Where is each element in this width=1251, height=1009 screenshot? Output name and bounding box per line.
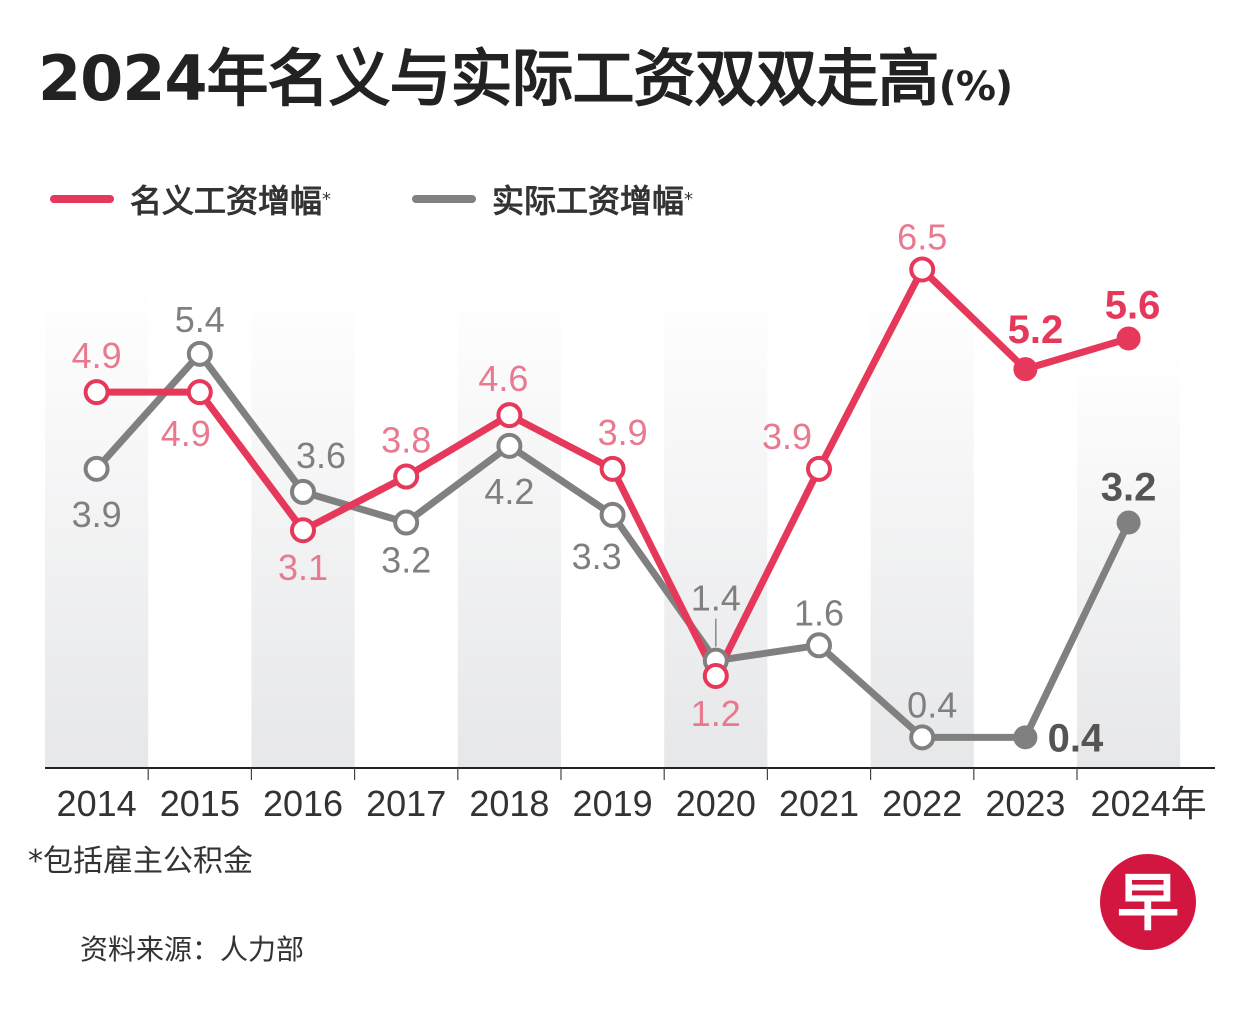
data-point-nominal (806, 455, 832, 482)
data-label-real: 3.2 (381, 540, 431, 581)
x-tick-label: 2024年 (1091, 783, 1207, 824)
x-tick-label: 2017 (366, 783, 446, 824)
legend-label-real: 实际工资增幅 (492, 182, 685, 220)
x-tick-label: 2021 (779, 783, 859, 824)
source-note: 资料来源：人力部 (80, 933, 305, 966)
x-tick-label: 2016 (263, 783, 343, 824)
data-label-nominal: 6.5 (897, 216, 947, 257)
legend-real: 实际工资增幅 * (412, 176, 693, 222)
legend-marker: * (684, 188, 694, 210)
data-point-real (83, 455, 110, 482)
column-band (870, 280, 974, 768)
data-point-nominal (290, 517, 316, 544)
data-point-real (1013, 725, 1038, 750)
data-point-real (290, 478, 316, 505)
data-label-real: 5.4 (175, 299, 225, 340)
data-point-real (393, 509, 420, 536)
data-point-real (496, 432, 523, 459)
title-unit: (%) (938, 64, 1014, 110)
data-label-nominal: 4.9 (161, 413, 211, 454)
data-point-real (599, 501, 626, 528)
data-point-nominal (186, 379, 213, 406)
x-tick-label: 2023 (985, 783, 1065, 824)
title-text: 2024年名义与实际工资双双走高 (38, 42, 940, 115)
x-tick-label: 2019 (573, 783, 653, 824)
data-label-real: 3.3 (572, 536, 622, 577)
data-point-nominal (1013, 357, 1038, 382)
legend-swatch-real (412, 195, 476, 203)
x-tick-label: 2022 (882, 783, 962, 824)
column-band (457, 280, 561, 768)
data-label-real: 1.4 (691, 578, 741, 619)
data-label-nominal: 3.9 (762, 416, 812, 457)
data-point-nominal (393, 463, 420, 490)
footnote: *包括雇主公积金 (28, 844, 253, 879)
data-point-real (1116, 510, 1141, 535)
data-label-nominal: 5.6 (1105, 283, 1161, 327)
data-point-nominal (599, 455, 626, 482)
data-label-nominal: 3.9 (598, 412, 648, 453)
data-label-nominal: 4.9 (72, 335, 122, 376)
data-label-real: 3.2 (1101, 466, 1157, 510)
data-label-nominal: 3.1 (278, 547, 328, 588)
data-label-nominal: 5.2 (1008, 308, 1064, 352)
data-label-nominal: 4.6 (478, 358, 528, 399)
column-band (1077, 350, 1181, 768)
data-point-nominal (83, 379, 110, 406)
legend-marker: * (322, 188, 332, 210)
data-point-nominal (496, 402, 523, 429)
x-tick-label: 2020 (676, 783, 756, 824)
legend-swatch-nominal (50, 195, 114, 203)
logo-glyph: 早 (1117, 869, 1179, 938)
legend-label-nominal: 名义工资增幅 (130, 182, 323, 220)
column-band (45, 280, 149, 768)
data-point-real (806, 632, 832, 659)
data-point-real (909, 724, 936, 751)
x-tick-label: 2015 (160, 783, 240, 824)
data-label-real: 0.4 (1048, 716, 1104, 760)
data-point-nominal (1116, 326, 1141, 351)
data-label-real: 3.6 (296, 435, 346, 476)
data-label-nominal: 1.2 (691, 693, 741, 734)
legend-nominal: 名义工资增幅 * (50, 176, 331, 222)
data-label-real: 3.9 (72, 494, 122, 535)
data-point-real (186, 340, 213, 367)
data-label-real: 0.4 (907, 684, 957, 725)
chart-title: 2024年名义与实际工资双双走高(%) (38, 28, 1014, 118)
data-label-real: 4.2 (484, 471, 534, 512)
data-point-nominal (702, 662, 729, 689)
x-tick-label: 2018 (469, 783, 549, 824)
data-label-real: 1.6 (794, 592, 844, 633)
x-tick-label: 2014 (57, 783, 137, 824)
data-point-nominal (909, 256, 936, 283)
data-label-nominal: 3.8 (381, 420, 431, 461)
zaobao-logo: 早 (1100, 854, 1196, 950)
